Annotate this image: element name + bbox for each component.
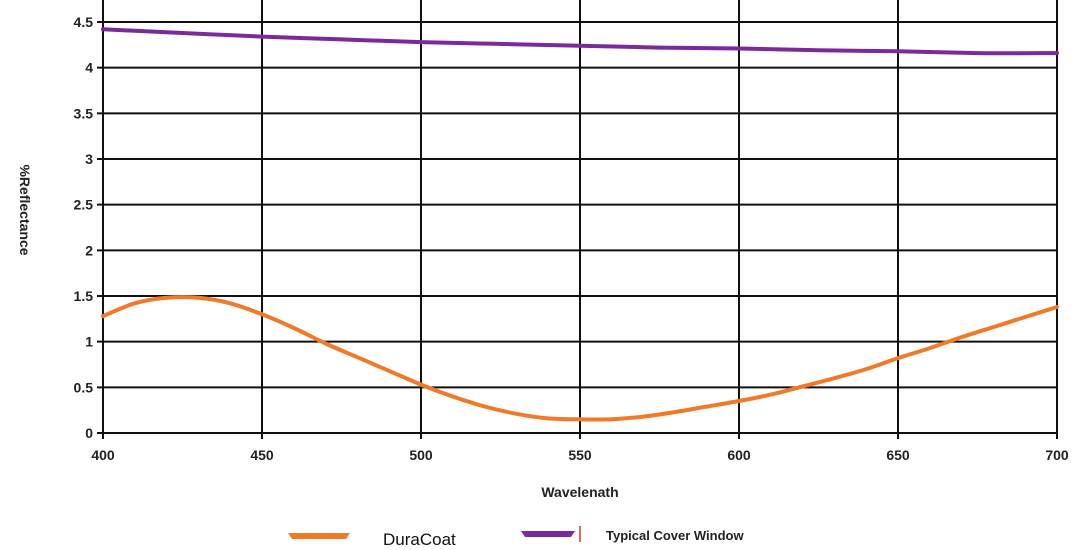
x-tick-label: 450 (250, 447, 274, 463)
y-axis-title: %Reflectance (17, 164, 33, 255)
legend: DuraCoat Typical Cover Window (288, 526, 744, 549)
y-tick-label: 3 (85, 151, 93, 167)
x-tick-label: 650 (886, 447, 910, 463)
y-tick-label: 4.5 (74, 14, 94, 30)
x-tick-label: 500 (409, 447, 433, 463)
typical-cover-window-line (101, 27, 1059, 56)
y-tick-label: 1.5 (74, 288, 94, 304)
y-tick-label: 0 (85, 425, 93, 441)
legend-item-typical-cover-window: Typical Cover Window (521, 526, 744, 543)
x-axis-title: Wavelenath (541, 484, 618, 500)
y-tick-label: 0.5 (74, 379, 94, 395)
x-tick-label: 550 (568, 447, 592, 463)
legend-swatch-duracoat (288, 533, 350, 539)
x-tick-label: 600 (727, 447, 751, 463)
x-tick-label: 400 (91, 447, 115, 463)
legend-label-typical-cover-window: Typical Cover Window (606, 528, 744, 543)
legend-label-duracoat: DuraCoat (383, 530, 456, 549)
x-tick-label: 700 (1045, 447, 1069, 463)
grid-layer (97, 0, 1058, 439)
y-tick-label: 1 (85, 334, 93, 350)
series-layer (101, 27, 1059, 422)
y-tick-label: 2.5 (74, 197, 94, 213)
y-tick-label: 3.5 (74, 105, 94, 121)
y-tick-label: 4 (85, 60, 93, 76)
legend-item-duracoat: DuraCoat (288, 530, 456, 549)
tick-layer: 0 0.5 1 1.5 2 2.5 3 3.5 4 4.5 400 450 500 550 600 650 70… (74, 14, 1069, 463)
legend-swatch-typical-cover-window (521, 531, 575, 537)
y-tick-label: 2 (85, 242, 93, 258)
duracoat-line (101, 295, 1059, 422)
